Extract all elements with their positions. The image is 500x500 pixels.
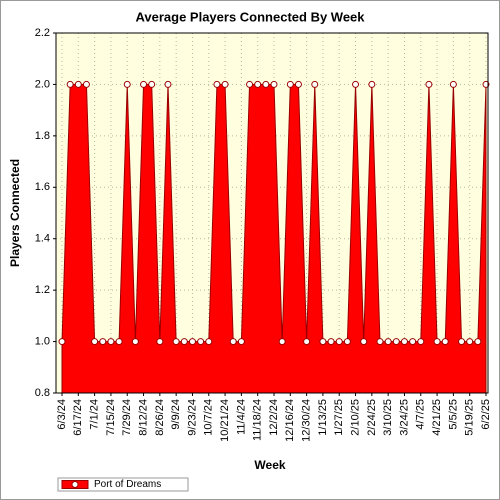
x-axis-label: Week: [254, 458, 285, 472]
point-marker: [466, 338, 474, 346]
y-axis-label: Players Connected: [8, 159, 22, 267]
point-marker: [205, 338, 213, 346]
series: [58, 80, 490, 394]
point-marker: [400, 338, 408, 346]
point-marker: [384, 338, 392, 346]
x-tick-label: 11/18/24: [252, 399, 264, 441]
point-marker: [409, 338, 417, 346]
point-marker: [327, 338, 335, 346]
point-marker: [294, 80, 302, 88]
x-tick-label: 2/24/25: [366, 399, 378, 436]
x-tick-label: 11/4/24: [235, 399, 247, 435]
point-marker: [343, 338, 351, 346]
x-tick-label: 3/24/25: [398, 399, 410, 436]
point-marker: [303, 338, 311, 346]
point-marker: [74, 80, 82, 88]
x-tick-label: 7/29/24: [121, 399, 133, 436]
point-marker: [115, 338, 123, 346]
point-marker: [441, 338, 449, 346]
point-marker: [237, 338, 245, 346]
x-tick-label: 7/15/24: [105, 399, 117, 436]
point-marker: [262, 80, 270, 88]
y-tick-label: 0.8: [35, 387, 50, 399]
y-tick-label: 1.4: [35, 233, 50, 245]
x-tick-label: 5/19/25: [464, 399, 476, 436]
point-marker: [392, 338, 400, 346]
point-marker: [123, 80, 131, 88]
x-tick-label: 8/26/24: [154, 399, 166, 436]
point-marker: [107, 338, 115, 346]
chart-title: Average Players Connected By Week: [135, 9, 365, 24]
point-marker: [270, 80, 278, 88]
x-tick-label: 4/21/25: [431, 399, 443, 436]
point-marker: [229, 338, 237, 346]
area: [61, 83, 487, 394]
point-marker: [180, 338, 188, 346]
legend-label: Port of Dreams: [94, 479, 161, 490]
point-marker: [425, 80, 433, 88]
point-marker: [319, 338, 327, 346]
x-tick-label: 4/7/25: [415, 399, 427, 430]
x-tick-label: 8/12/24: [137, 399, 149, 436]
point-marker: [335, 338, 343, 346]
plot-border: [55, 32, 489, 394]
x-tick-label: 10/7/24: [203, 399, 215, 436]
legend-marker: [71, 481, 79, 488]
x-tick-label: 9/23/24: [186, 399, 198, 436]
point-marker: [246, 80, 254, 88]
point-marker: [131, 338, 139, 346]
x-tick-label: 6/3/24: [56, 399, 68, 430]
x-tick-label: 9/9/24: [170, 399, 182, 430]
x-tick-label: 12/16/24: [284, 399, 296, 442]
y-tick-label: 1.8: [35, 130, 50, 142]
point-marker: [360, 338, 368, 346]
point-marker: [352, 80, 360, 88]
point-marker: [172, 338, 180, 346]
point-marker: [474, 338, 482, 346]
y-tick-label: 1.0: [35, 335, 50, 347]
point-marker: [433, 338, 441, 346]
point-marker: [140, 80, 148, 88]
point-marker: [458, 338, 466, 346]
point-marker: [99, 338, 107, 346]
point-marker: [449, 80, 457, 88]
x-tick-label: 7/1/24: [89, 399, 101, 430]
point-marker: [311, 80, 319, 88]
x-tick-label: 12/30/24: [301, 399, 313, 442]
y-tick-label: 2.0: [35, 78, 50, 90]
x-tick-label: 6/17/24: [72, 399, 84, 436]
point-marker: [66, 80, 74, 88]
point-marker: [254, 80, 262, 88]
x-tick-label: 6/2/25: [480, 399, 492, 430]
x-tick-label: 1/27/25: [333, 399, 345, 436]
y-tick-label: 1.2: [35, 284, 50, 296]
point-marker: [156, 338, 164, 346]
point-marker: [58, 338, 66, 346]
x-tick-label: 3/10/25: [382, 399, 394, 436]
x-tick-label: 1/13/25: [317, 399, 329, 436]
point-marker: [368, 80, 376, 88]
point-marker: [376, 338, 384, 346]
point-marker: [148, 80, 156, 88]
point-marker: [82, 80, 90, 88]
x-tick-label: 10/21/24: [219, 399, 231, 442]
point-marker: [91, 338, 99, 346]
legend: [57, 477, 189, 492]
x-tick-label: 5/5/25: [447, 399, 459, 430]
point-marker: [286, 80, 294, 88]
point-marker: [197, 338, 205, 346]
y-tick-label: 2.2: [35, 27, 50, 39]
point-marker: [164, 80, 172, 88]
point-marker: [221, 80, 229, 88]
y-tick-label: 1.6: [35, 181, 50, 193]
point-marker: [278, 338, 286, 346]
point-marker: [213, 80, 221, 88]
x-tick-label: 12/2/24: [268, 399, 280, 436]
point-marker: [417, 338, 425, 346]
point-marker: [188, 338, 196, 346]
x-tick-label: 2/10/25: [349, 399, 361, 436]
